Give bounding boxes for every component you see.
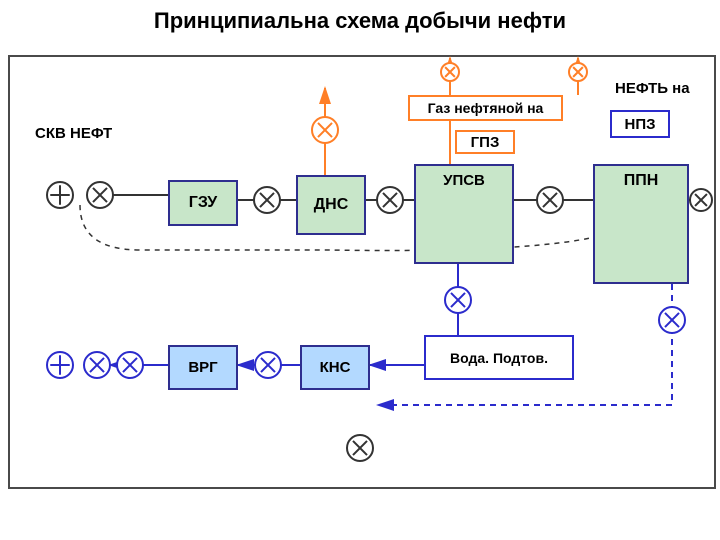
diagram-title: Принципиальна схема добычи нефти bbox=[0, 8, 720, 34]
diagram-canvas: Принципиальна схема добычи нефти СКВ НЕФ… bbox=[0, 0, 720, 540]
node-npz: НПЗ bbox=[610, 110, 670, 138]
node-gzu: ГЗУ bbox=[168, 180, 238, 226]
node-voda: Вода. Подтов. bbox=[424, 335, 574, 380]
node-neft_na: НЕФТЬ на bbox=[615, 80, 690, 97]
node-gpz: ГПЗ bbox=[455, 130, 515, 154]
node-upsv: УПСВ bbox=[414, 164, 514, 264]
node-ppn: ППН bbox=[593, 164, 689, 284]
node-dns: ДНС bbox=[296, 175, 366, 235]
node-vrg: ВРГ bbox=[168, 345, 238, 390]
node-skv: СКВ НЕФТ bbox=[35, 125, 112, 142]
node-gas: Газ нефтяной на bbox=[408, 95, 563, 121]
node-kns: КНС bbox=[300, 345, 370, 390]
